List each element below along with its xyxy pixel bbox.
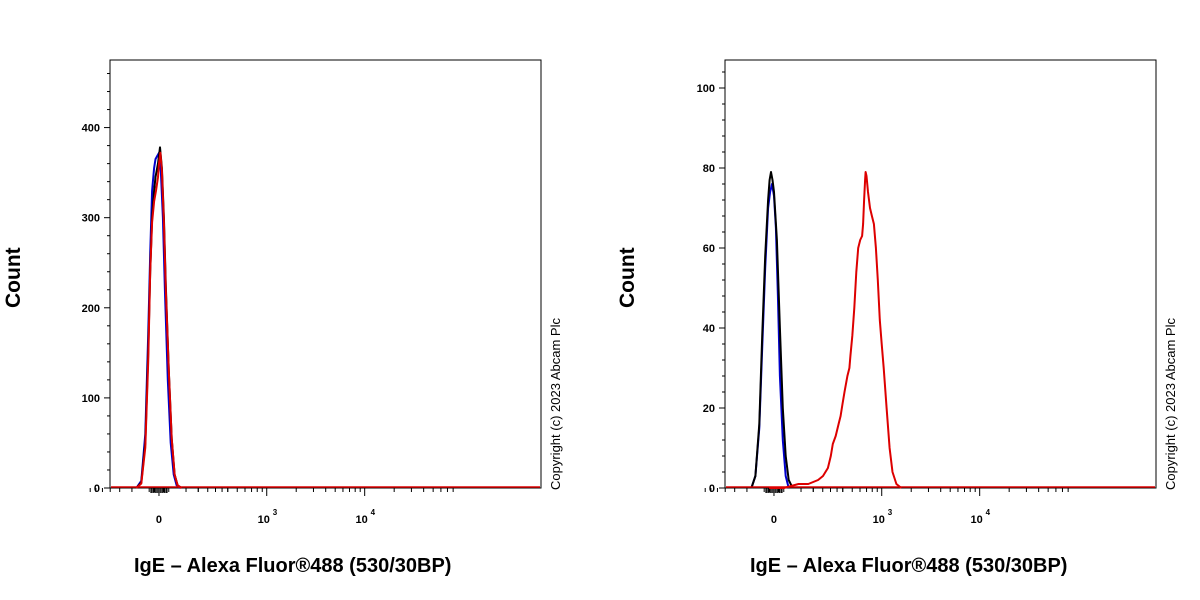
y-tick-label: 60 — [703, 243, 715, 255]
y-tick-label: 80 — [703, 163, 715, 175]
x-tick-exponent: 4 — [371, 508, 376, 517]
x-tick-label: 10 — [258, 514, 270, 526]
copyright-text: Copyright (c) 2023 Abcam Plc — [1163, 318, 1178, 490]
x-tick-label: 10 — [971, 514, 983, 526]
y-tick-label: 200 — [82, 303, 100, 315]
x-tick-label: 10 — [873, 514, 885, 526]
y-tick-label: 40 — [703, 323, 715, 335]
y-tick-label: 100 — [82, 393, 100, 405]
y-tick-label: 0 — [709, 483, 715, 495]
left-histogram-panel: Count 0 100 200 300 400 0 10 3 10 4 IgE – Alexa F… — [2, 59, 563, 577]
y-tick-label: 100 — [697, 83, 715, 95]
histogram-series-3 — [769, 171, 902, 489]
x-tick-exponent: 4 — [986, 508, 991, 517]
y-tick-label: 0 — [94, 483, 100, 495]
x-axis-label: IgE – Alexa Fluor®488 (530/30BP) — [134, 555, 452, 577]
x-tick-label: 0 — [156, 514, 162, 526]
histogram-series-2 — [135, 146, 183, 489]
right-histogram-panel: Count 0 20 40 60 80 100 0 10 3 10 4 IgE – Alexa Fl… — [600, 0, 1200, 600]
histogram-series-3 — [135, 151, 183, 489]
x-tick-exponent: 3 — [273, 508, 278, 517]
x-tick-label: 0 — [771, 514, 777, 526]
plot-frame — [109, 59, 542, 489]
x-axis-label: IgE – Alexa Fluor®488 (530/30BP) — [750, 555, 1068, 577]
y-tick-label: 400 — [82, 123, 100, 135]
y-tick-label: 300 — [82, 213, 100, 225]
x-tick-label: 10 — [356, 514, 368, 526]
histogram-series-2 — [750, 171, 794, 489]
copyright-text: Copyright (c) 2023 Abcam Plc — [548, 318, 563, 490]
histogram-series-1 — [135, 151, 182, 489]
y-tick-label: 20 — [703, 403, 715, 415]
plot-frame — [724, 59, 1157, 489]
x-tick-exponent: 3 — [888, 508, 893, 517]
